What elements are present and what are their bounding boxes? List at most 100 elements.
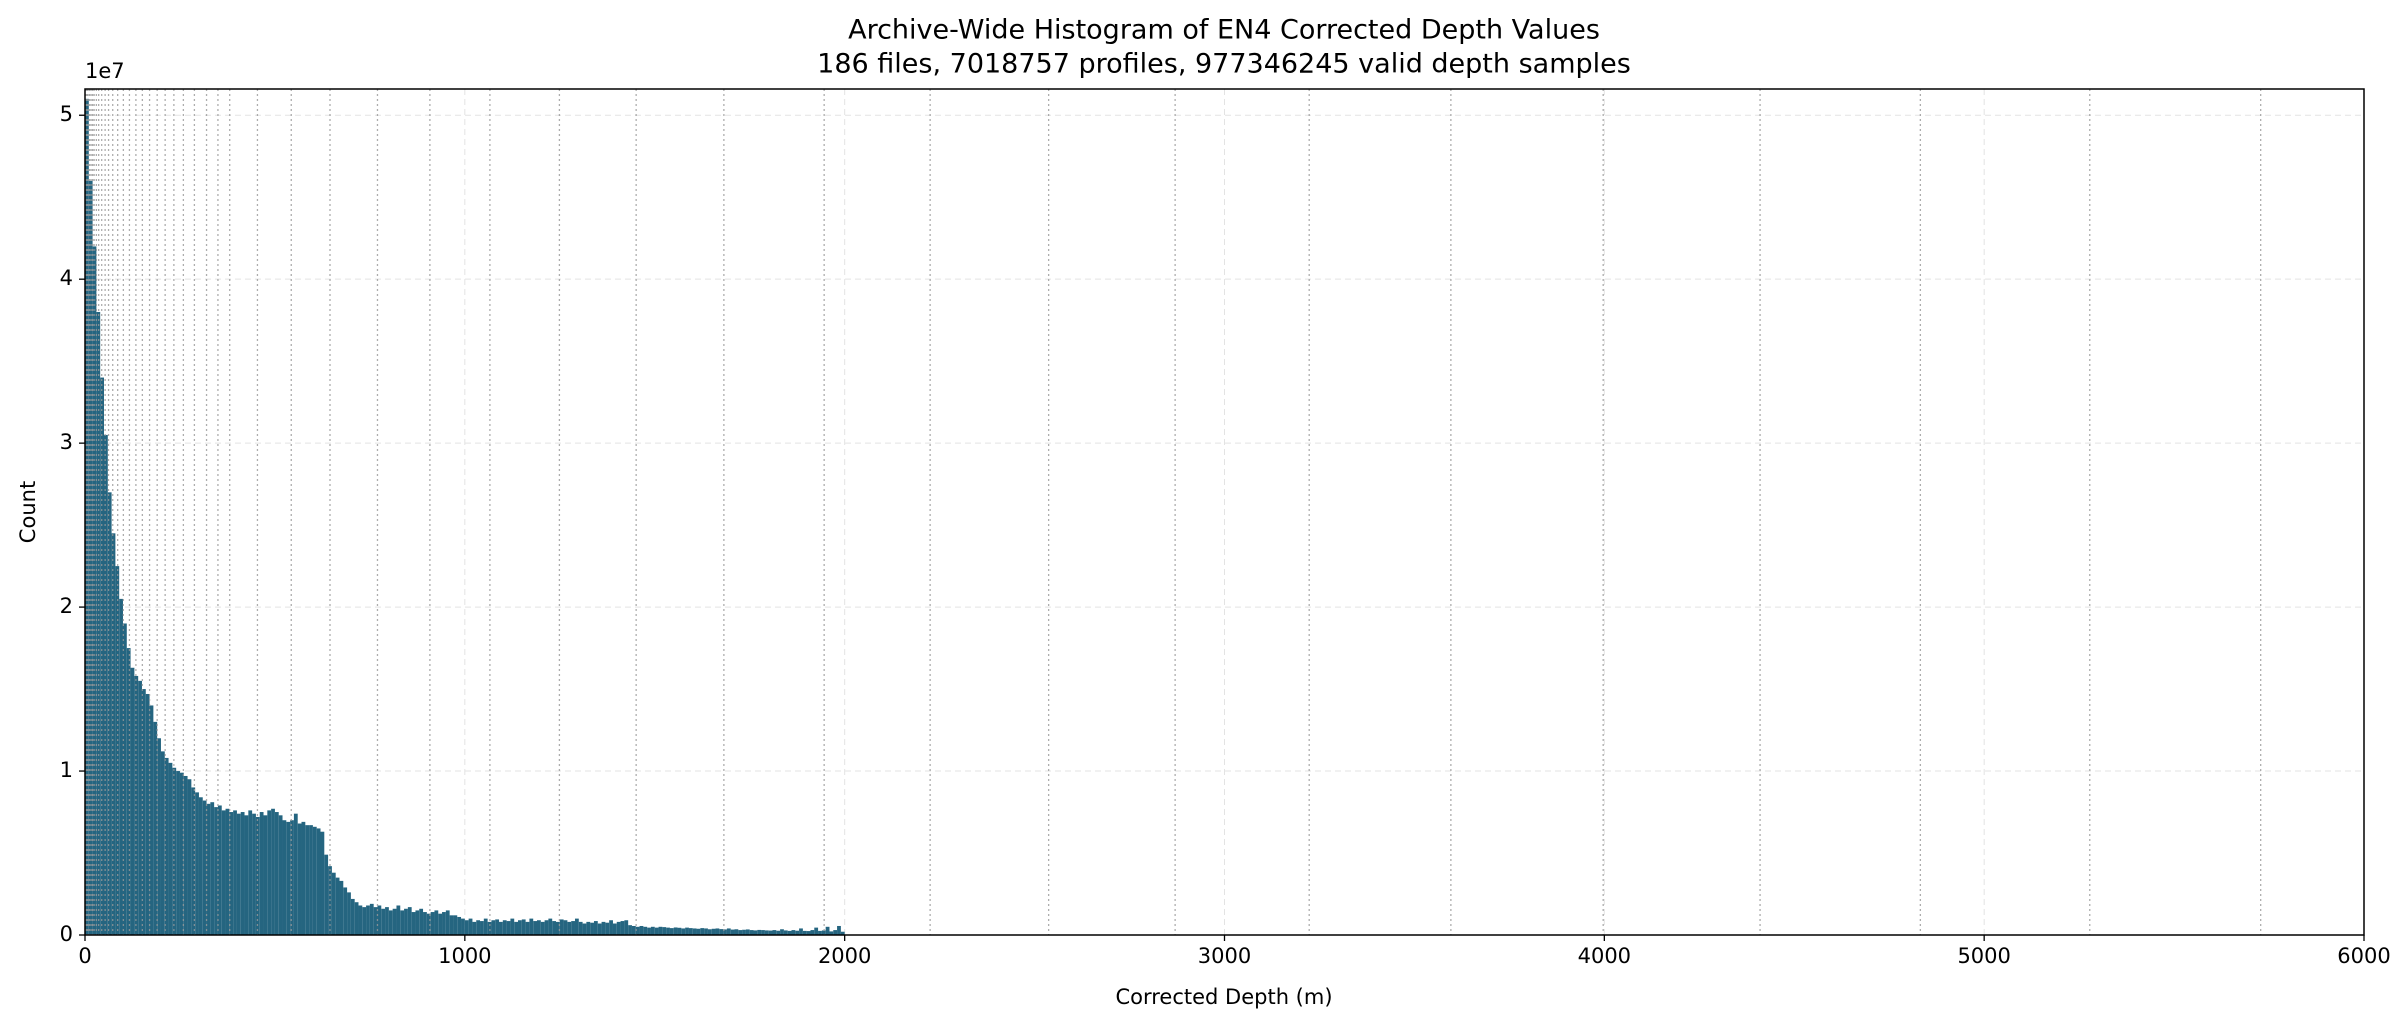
y-tick-label: 4: [60, 266, 73, 290]
bar: [157, 738, 161, 935]
bar: [320, 831, 325, 935]
bar: [567, 921, 572, 935]
bar: [293, 813, 298, 935]
bar: [495, 919, 500, 935]
bar: [582, 923, 587, 935]
bar: [590, 922, 594, 935]
bar: [814, 927, 819, 935]
y-axis-label: Count: [16, 481, 40, 543]
chart-subtitle: 186 files, 7018757 profiles, 977346245 v…: [817, 49, 1631, 80]
bar: [685, 927, 689, 935]
x-tick-label: 2000: [818, 944, 871, 968]
x-tick-label: 3000: [1198, 944, 1251, 968]
bar: [449, 915, 454, 935]
bar: [164, 757, 169, 935]
bar: [761, 930, 765, 935]
bar: [772, 930, 777, 935]
bar: [236, 813, 241, 935]
bar: [639, 925, 644, 935]
bar: [586, 921, 591, 935]
bar: [85, 98, 89, 935]
bar: [555, 921, 560, 935]
bar: [840, 931, 845, 935]
bar: [419, 908, 424, 935]
bar: [400, 910, 405, 935]
bar: [692, 928, 697, 935]
y-tick-label: 1: [60, 758, 73, 782]
bar: [734, 929, 739, 935]
bar: [191, 787, 196, 935]
bar: [176, 771, 180, 935]
bar: [742, 929, 746, 935]
bar: [248, 810, 253, 935]
bar: [487, 921, 492, 935]
bar: [537, 920, 541, 935]
bar: [434, 910, 439, 935]
bar: [704, 928, 708, 935]
bar: [149, 705, 154, 935]
bar: [499, 921, 503, 935]
bar: [160, 751, 165, 935]
x-tick-label: 0: [78, 944, 91, 968]
bar: [745, 929, 750, 935]
x-tick-label: 4000: [1578, 944, 1631, 968]
bar: [119, 598, 123, 935]
bar: [331, 872, 336, 935]
bar: [483, 918, 488, 935]
bar: [707, 929, 712, 935]
bar: [802, 930, 807, 935]
bar: [324, 854, 329, 935]
bar: [783, 930, 788, 935]
bar: [305, 825, 310, 935]
bar: [525, 921, 530, 935]
bar: [145, 693, 150, 935]
bar: [168, 762, 173, 935]
bar: [700, 928, 705, 935]
bar: [407, 907, 412, 935]
bar: [214, 807, 218, 935]
bar: [290, 820, 294, 935]
bar: [533, 921, 538, 935]
bar: [138, 680, 142, 935]
bar: [821, 930, 826, 935]
bar: [650, 926, 655, 935]
y-tick-label: 5: [60, 102, 73, 126]
bar: [711, 928, 716, 935]
bar: [654, 927, 659, 935]
bar: [282, 820, 287, 935]
bar: [111, 533, 116, 935]
bar: [753, 930, 758, 935]
bar: [723, 929, 727, 935]
bar: [620, 921, 625, 935]
bar: [601, 921, 606, 935]
bar: [217, 805, 222, 935]
x-tick-label: 1000: [438, 944, 491, 968]
bar: [593, 921, 598, 935]
bar: [271, 808, 275, 935]
bar: [631, 925, 636, 935]
bar: [666, 927, 670, 935]
bar: [837, 925, 841, 935]
bar: [510, 918, 515, 935]
bar: [267, 810, 272, 935]
y-tick-label: 0: [60, 922, 73, 946]
bar: [259, 812, 264, 935]
bar: [540, 921, 545, 935]
bar: [764, 930, 769, 935]
bar: [187, 779, 192, 935]
bar: [369, 903, 374, 935]
bar: [316, 828, 321, 935]
bar: [780, 929, 784, 935]
bar: [107, 492, 112, 935]
bar: [195, 792, 199, 935]
bar: [350, 898, 355, 935]
bar: [552, 921, 556, 935]
bar: [829, 931, 834, 935]
bar: [301, 821, 306, 935]
bar: [423, 912, 427, 935]
bar: [130, 667, 135, 935]
bar: [810, 930, 815, 935]
bar: [529, 918, 534, 935]
bar: [210, 802, 215, 935]
bar: [183, 775, 188, 935]
